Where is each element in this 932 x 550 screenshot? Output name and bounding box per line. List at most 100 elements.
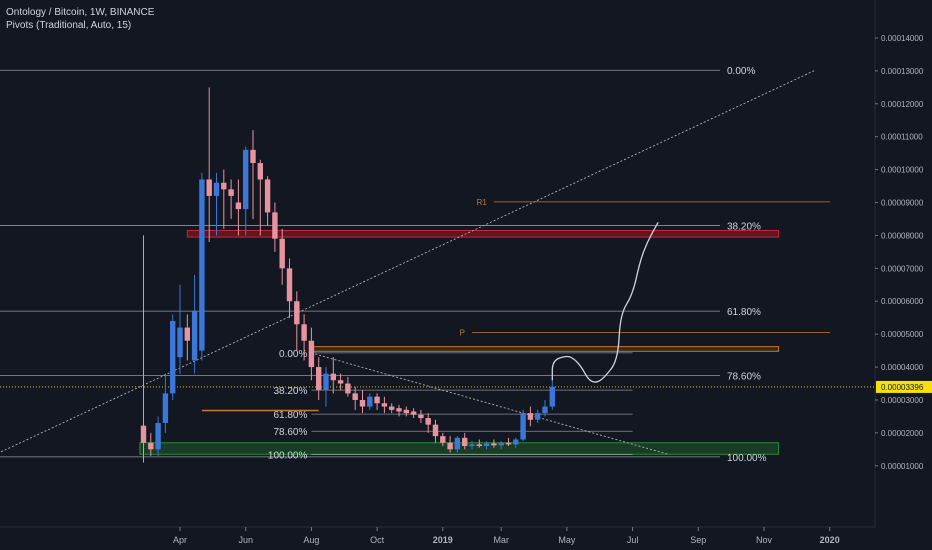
price-tick-label: 0.00007000 xyxy=(881,264,924,273)
candle xyxy=(330,357,336,394)
candle-body xyxy=(454,437,461,450)
candle xyxy=(184,314,190,361)
candle-body xyxy=(243,149,249,210)
candle xyxy=(447,436,453,453)
time-tick-label: May xyxy=(558,535,576,545)
candle xyxy=(301,314,307,361)
candle xyxy=(148,432,154,456)
time-tick-label: Jun xyxy=(238,535,253,545)
candle xyxy=(345,376,351,397)
candle xyxy=(483,441,490,450)
time-tick-label: 2019 xyxy=(433,535,453,545)
indicator-title[interactable]: Pivots (Traditional, Auto, 15) xyxy=(6,20,132,31)
price-tick-label: 0.00010000 xyxy=(881,166,924,175)
candle-body xyxy=(476,444,482,447)
candle xyxy=(286,258,293,318)
candle-body xyxy=(389,406,395,410)
candle xyxy=(389,403,395,414)
candle-body xyxy=(527,413,534,420)
candle xyxy=(454,436,461,453)
time-tick-label: Mar xyxy=(493,535,509,545)
price-axis[interactable]: 0.00014000 0.00013000 0.00012000 0.00011000… xyxy=(874,0,932,550)
candle-body xyxy=(170,320,176,394)
fib-level-label: 100.00% xyxy=(727,453,767,464)
price-tick-label: 0.00009000 xyxy=(881,199,924,208)
candle xyxy=(177,284,183,374)
candle xyxy=(359,390,366,414)
candle-body xyxy=(272,212,278,239)
candle-body xyxy=(337,380,344,384)
price-tick-label: 0.00004000 xyxy=(881,363,924,372)
price-tick-label: 0.00013000 xyxy=(881,67,924,76)
candle-body xyxy=(498,442,504,446)
candle-body xyxy=(155,423,161,450)
candle-body xyxy=(432,424,439,437)
price-tick-label: 0.00005000 xyxy=(881,330,924,339)
candle-body xyxy=(418,414,424,419)
time-tick-label: Jul xyxy=(627,535,639,545)
candle xyxy=(140,235,147,463)
candle xyxy=(469,441,475,450)
candle-body xyxy=(162,393,169,424)
candle xyxy=(199,172,205,361)
candle-body xyxy=(345,383,351,394)
candle xyxy=(527,406,534,427)
candle-body xyxy=(425,418,431,425)
candle-body xyxy=(184,327,190,341)
fib-trend-line xyxy=(311,352,670,456)
fib-level-label: 38.20% xyxy=(727,222,761,233)
candle-body xyxy=(549,386,555,407)
candle xyxy=(381,396,388,414)
candle xyxy=(308,327,315,381)
price-tick-label: 0.00001000 xyxy=(881,462,924,471)
time-axis[interactable]: Apr Jun Aug Oct 2019 Mar May Jul Sep Nov 2020 xyxy=(0,526,875,545)
candle xyxy=(425,413,431,433)
candle-body xyxy=(301,324,307,341)
candle-body xyxy=(206,179,212,196)
fib-small-level-label: 38.20% xyxy=(273,386,307,397)
candle xyxy=(396,404,402,417)
candle-body xyxy=(286,268,293,302)
symbol-title[interactable]: Ontology / Bitcoin, 1W, BINANCE xyxy=(6,7,155,18)
candle xyxy=(549,376,555,410)
candle-body xyxy=(308,340,315,368)
candle xyxy=(272,202,278,252)
candle xyxy=(294,291,300,351)
candle xyxy=(162,373,169,433)
time-tick-label: Sep xyxy=(690,535,706,545)
time-tick-label: Nov xyxy=(756,535,773,545)
candle xyxy=(250,130,256,219)
fib-level-label: 78.60% xyxy=(727,372,761,383)
candle xyxy=(221,169,227,229)
fib-small-level-label: 61.80% xyxy=(273,410,307,421)
candle-body xyxy=(140,425,147,443)
candle xyxy=(323,367,329,407)
candle xyxy=(418,409,424,424)
candle-body xyxy=(323,373,329,391)
candle-body xyxy=(410,411,417,415)
price-tick-label: 0.00011000 xyxy=(881,133,923,142)
candle-body xyxy=(257,163,263,180)
time-tick-label: Oct xyxy=(370,535,385,545)
current-price-label: 0.00003396 xyxy=(881,383,924,392)
candle-body xyxy=(542,406,548,414)
candle-body xyxy=(228,189,234,196)
fib-level-label: 61.80% xyxy=(727,307,761,318)
candle xyxy=(542,399,548,417)
candle-body xyxy=(491,443,497,446)
price-tick-label: 0.00008000 xyxy=(881,231,924,240)
candle xyxy=(228,179,234,219)
candle-body xyxy=(177,327,183,358)
fib-small-level-label: 0.00% xyxy=(279,349,307,360)
price-tick-label: 0.00012000 xyxy=(881,100,924,109)
price-tick-label: 0.00002000 xyxy=(881,429,924,438)
trend-lines-layer xyxy=(0,69,816,456)
candle xyxy=(440,432,446,447)
zone-red xyxy=(186,229,780,238)
candle-body xyxy=(235,202,242,210)
candle-body xyxy=(148,442,154,450)
candle xyxy=(410,408,417,419)
candle-body xyxy=(462,437,468,447)
